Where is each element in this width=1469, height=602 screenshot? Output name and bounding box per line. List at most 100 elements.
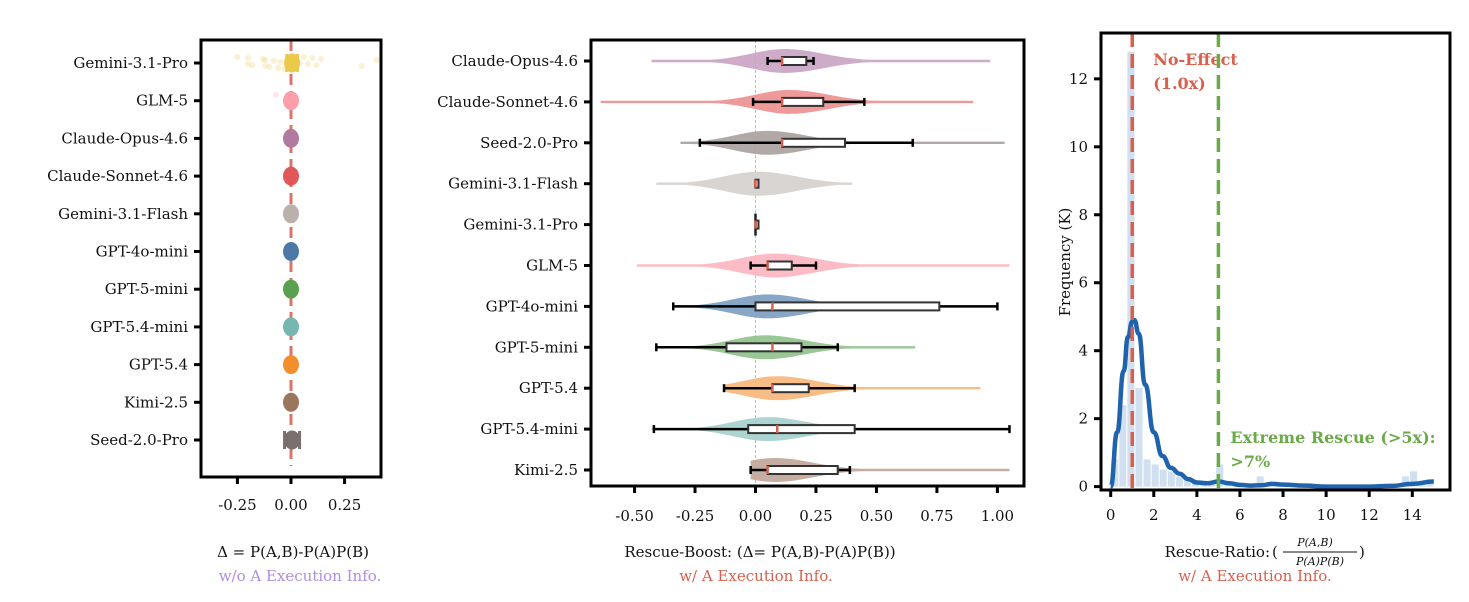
panel-delta-no-exec: Gemini-3.1-Pro GLM-5 Claude-Opus-4.6 Claude… xyxy=(47,38,383,585)
jitter-point-glm-5 xyxy=(273,91,279,98)
hist-bar xyxy=(1135,388,1143,487)
x-tick-label: 6 xyxy=(1235,506,1245,524)
hist-bar xyxy=(1410,471,1418,487)
x-tick-label: 0.25 xyxy=(328,496,361,514)
hist-bar xyxy=(1183,479,1191,487)
box-gpt-5-mini xyxy=(725,342,803,353)
mean-point-gpt-5-4-mini xyxy=(283,317,299,337)
box-claude-sonnet-4-6 xyxy=(781,96,825,107)
y-tick-label: 0 xyxy=(1078,478,1088,496)
y-tick-label: 2 xyxy=(1078,410,1088,428)
x-tick-label: 0.50 xyxy=(860,507,893,525)
box-seed-2-0-pro xyxy=(781,137,846,148)
mean-point-gpt-5-4 xyxy=(283,355,299,375)
annotation-value-no-effect: (1.0x) xyxy=(1153,74,1206,93)
jitter-point-gemini-3-1-pro xyxy=(260,56,267,62)
hist-bar xyxy=(1256,476,1264,487)
jitter-point-gemini-3-1-pro xyxy=(262,57,269,63)
hist-bar xyxy=(1143,459,1151,487)
hist-bar xyxy=(1167,471,1175,487)
jitter-point-gemini-3-1-pro xyxy=(275,65,282,71)
y-tick-label: 10 xyxy=(1069,138,1088,156)
y-tick-label: 8 xyxy=(1078,206,1088,224)
y-tick-label-claude-sonnet-4-6: Claude-Sonnet-4.6 xyxy=(47,167,188,185)
hist-bar xyxy=(1151,464,1159,487)
panel-rescue-ratio: No-Effect(1.0x)Extreme Rescue (>5x):>7% … xyxy=(1056,31,1452,585)
y-tick-label: 6 xyxy=(1078,274,1088,292)
y-tick-label-gpt-5-4: GPT-5.4 xyxy=(519,379,578,397)
violin-glm-5 xyxy=(636,253,1010,278)
jitter-point-gemini-3-1-pro xyxy=(300,54,307,60)
x-tick-label: 14 xyxy=(1403,506,1422,524)
jitter-point-gemini-3-1-pro xyxy=(318,56,324,62)
y-tick-label-gpt-5-mini: GPT-5-mini xyxy=(105,280,189,298)
jitter-point-gemini-3-1-pro xyxy=(358,63,365,69)
y-tick-label-glm-5: GLM-5 xyxy=(136,92,188,110)
hist-bar xyxy=(1119,405,1127,487)
x-tick-label: 10 xyxy=(1317,506,1336,524)
panel3-xlabel-sub: w/ A Execution Info. xyxy=(1178,567,1332,585)
y-tick-label-gpt-4o-mini: GPT-4o-mini xyxy=(96,243,189,261)
y-tick-label-gpt-4o-mini: GPT-4o-mini xyxy=(486,297,579,315)
y-tick-label-kimi-2-5: Kimi-2.5 xyxy=(514,461,578,479)
hist-bar xyxy=(1426,483,1434,487)
x-tick-label: 1.00 xyxy=(981,507,1014,525)
panel3-xlabel: Rescue-Ratio: xyxy=(1165,543,1270,561)
jitter-point-gemini-3-1-pro xyxy=(305,61,312,67)
x-tick-label: 0.00 xyxy=(739,507,772,525)
jitter-point-gemini-3-1-pro xyxy=(373,57,380,63)
panel3-xlabel-frac-num: P(A,B) xyxy=(1296,536,1333,549)
y-tick-label-gemini-3-1-pro: Gemini-3.1-Pro xyxy=(463,216,578,234)
x-tick-label: 2 xyxy=(1149,506,1159,524)
annotation-no-effect: No-Effect xyxy=(1153,50,1238,69)
violin-kimi-2-5 xyxy=(750,458,1010,482)
y-tick-label-glm-5: GLM-5 xyxy=(526,257,578,275)
jitter-point-gemini-3-1-pro xyxy=(270,58,277,64)
jitter-point-gemini-3-1-pro xyxy=(277,59,284,65)
x-tick-label: -0.25 xyxy=(218,496,256,514)
y-tick-label-claude-opus-4-6: Claude-Opus-4.6 xyxy=(61,129,188,147)
y-tick-label-kimi-2-5: Kimi-2.5 xyxy=(124,393,188,411)
panel3-xlabel-frac-den: P(A)P(B) xyxy=(1295,555,1344,568)
jitter-point-gemini-3-1-pro xyxy=(266,64,273,70)
x-tick-label: -0.25 xyxy=(676,507,714,525)
jitter-point-gemini-3-1-pro xyxy=(245,55,252,61)
y-tick-label-claude-sonnet-4-6: Claude-Sonnet-4.6 xyxy=(437,93,578,111)
x-tick-label: 4 xyxy=(1192,506,1202,524)
y-tick-label-gpt-5-mini: GPT-5-mini xyxy=(495,338,579,356)
box-gpt-5-4-mini xyxy=(747,424,856,435)
jitter-point-gemini-3-1-pro xyxy=(234,54,241,60)
x-tick-label: 0.25 xyxy=(799,507,832,525)
x-tick-label: 0.00 xyxy=(274,496,307,514)
box-glm-5 xyxy=(766,260,793,271)
y-tick-label: 12 xyxy=(1069,70,1088,88)
jitter-point-gemini-3-1-pro xyxy=(245,61,252,67)
annotation-value-extreme-rescue-5x: >7% xyxy=(1230,452,1270,471)
y-tick-label-gemini-3-1-flash: Gemini-3.1-Flash xyxy=(58,205,188,223)
y-tick-label-seed-2-0-pro: Seed-2.0-Pro xyxy=(480,134,578,152)
mean-point-glm-5 xyxy=(283,91,299,111)
kde-curve xyxy=(1108,317,1434,489)
panel2-xlabel: Rescue-Boost: (Δ= P(A,B)-P(A)P(B)) xyxy=(624,543,895,561)
annotation-extreme-rescue-5x: Extreme Rescue (>5x): xyxy=(1230,428,1435,447)
x-tick-label: 0 xyxy=(1106,506,1116,524)
panel2-xlabel-sub: w/ A Execution Info. xyxy=(679,567,833,585)
jitter-point-gemini-3-1-pro xyxy=(249,62,256,68)
mean-point-gemini-3-1-flash xyxy=(283,204,299,224)
x-tick-label: 12 xyxy=(1360,506,1379,524)
panel3-xlabel-paren-open: ( xyxy=(1272,543,1278,561)
mean-point-gemini-3-1-pro xyxy=(284,53,301,73)
mean-point-claude-sonnet-4-6 xyxy=(283,166,299,186)
jitter-point-gemini-3-1-pro xyxy=(309,55,316,61)
y-tick-label-claude-opus-4-6: Claude-Opus-4.6 xyxy=(451,52,578,70)
x-tick-label: -0.50 xyxy=(615,507,653,525)
y-tick-label: 4 xyxy=(1078,342,1088,360)
hist-bar xyxy=(1402,476,1410,487)
panel3-xlabel-group: Rescue-Ratio: ( P(A,B) P(A)P(B) ) xyxy=(1165,536,1365,568)
y-tick-label-gpt-5-4: GPT-5.4 xyxy=(129,356,188,374)
box-kimi-2-5 xyxy=(766,465,839,475)
panel2-frame xyxy=(589,38,1026,488)
y-tick-label-seed-2-0-pro: Seed-2.0-Pro xyxy=(90,431,188,449)
panel3-ylabel: Frequency (K) xyxy=(1056,208,1074,317)
